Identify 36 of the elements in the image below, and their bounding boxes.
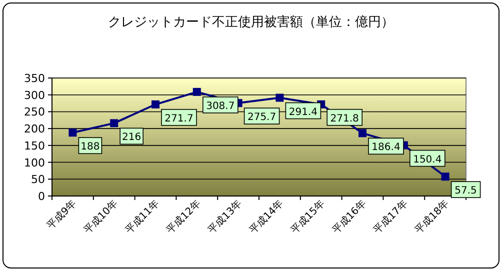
point [68, 128, 77, 137]
point [152, 100, 160, 108]
y-tick-label: 150 [24, 139, 45, 152]
point [192, 88, 201, 96]
x-tick-label: 平成17年 [371, 198, 410, 236]
y-tick-label: 250 [24, 106, 45, 119]
x-tick-label: 平成10年 [82, 198, 120, 236]
y-tick-label: 50 [31, 173, 45, 186]
y-tick-label: 200 [24, 122, 45, 136]
data-label: 150.4 [413, 154, 442, 166]
y-tick-label: 350 [24, 72, 45, 85]
data-label: 216 [122, 132, 142, 144]
point [358, 129, 366, 138]
y-tick-label: 100 [24, 156, 45, 170]
data-label: 275.7 [247, 112, 276, 124]
point [276, 94, 284, 102]
data-label: 291.4 [288, 106, 318, 118]
x-tick-label: 平成12年 [164, 198, 204, 236]
y-tick-label: 300 [24, 88, 45, 102]
x-tick-label: 平成9年 [44, 198, 79, 232]
x-tick-label: 平成14年 [247, 198, 286, 236]
data-label: 57.5 [454, 186, 477, 197]
data-label: 186.4 [372, 142, 400, 154]
data-label: 188 [80, 142, 100, 153]
chart-title: クレジットカード不正使用被害額（単位：億円） [108, 14, 394, 30]
y-tick-label: 0 [38, 190, 45, 203]
x-tick-label: 平成18年 [412, 198, 452, 236]
data-label: 271.7 [164, 113, 194, 124]
x-tick-label: 平成13年 [206, 198, 244, 236]
x-tick-label: 平成11年 [122, 198, 162, 236]
data-label: 308.7 [206, 100, 235, 112]
x-tick-label: 平成16年 [330, 198, 369, 236]
data-label: 271.8 [330, 113, 359, 124]
point [110, 119, 118, 128]
x-tick-label: 平成15年 [288, 198, 328, 236]
point [441, 172, 450, 181]
